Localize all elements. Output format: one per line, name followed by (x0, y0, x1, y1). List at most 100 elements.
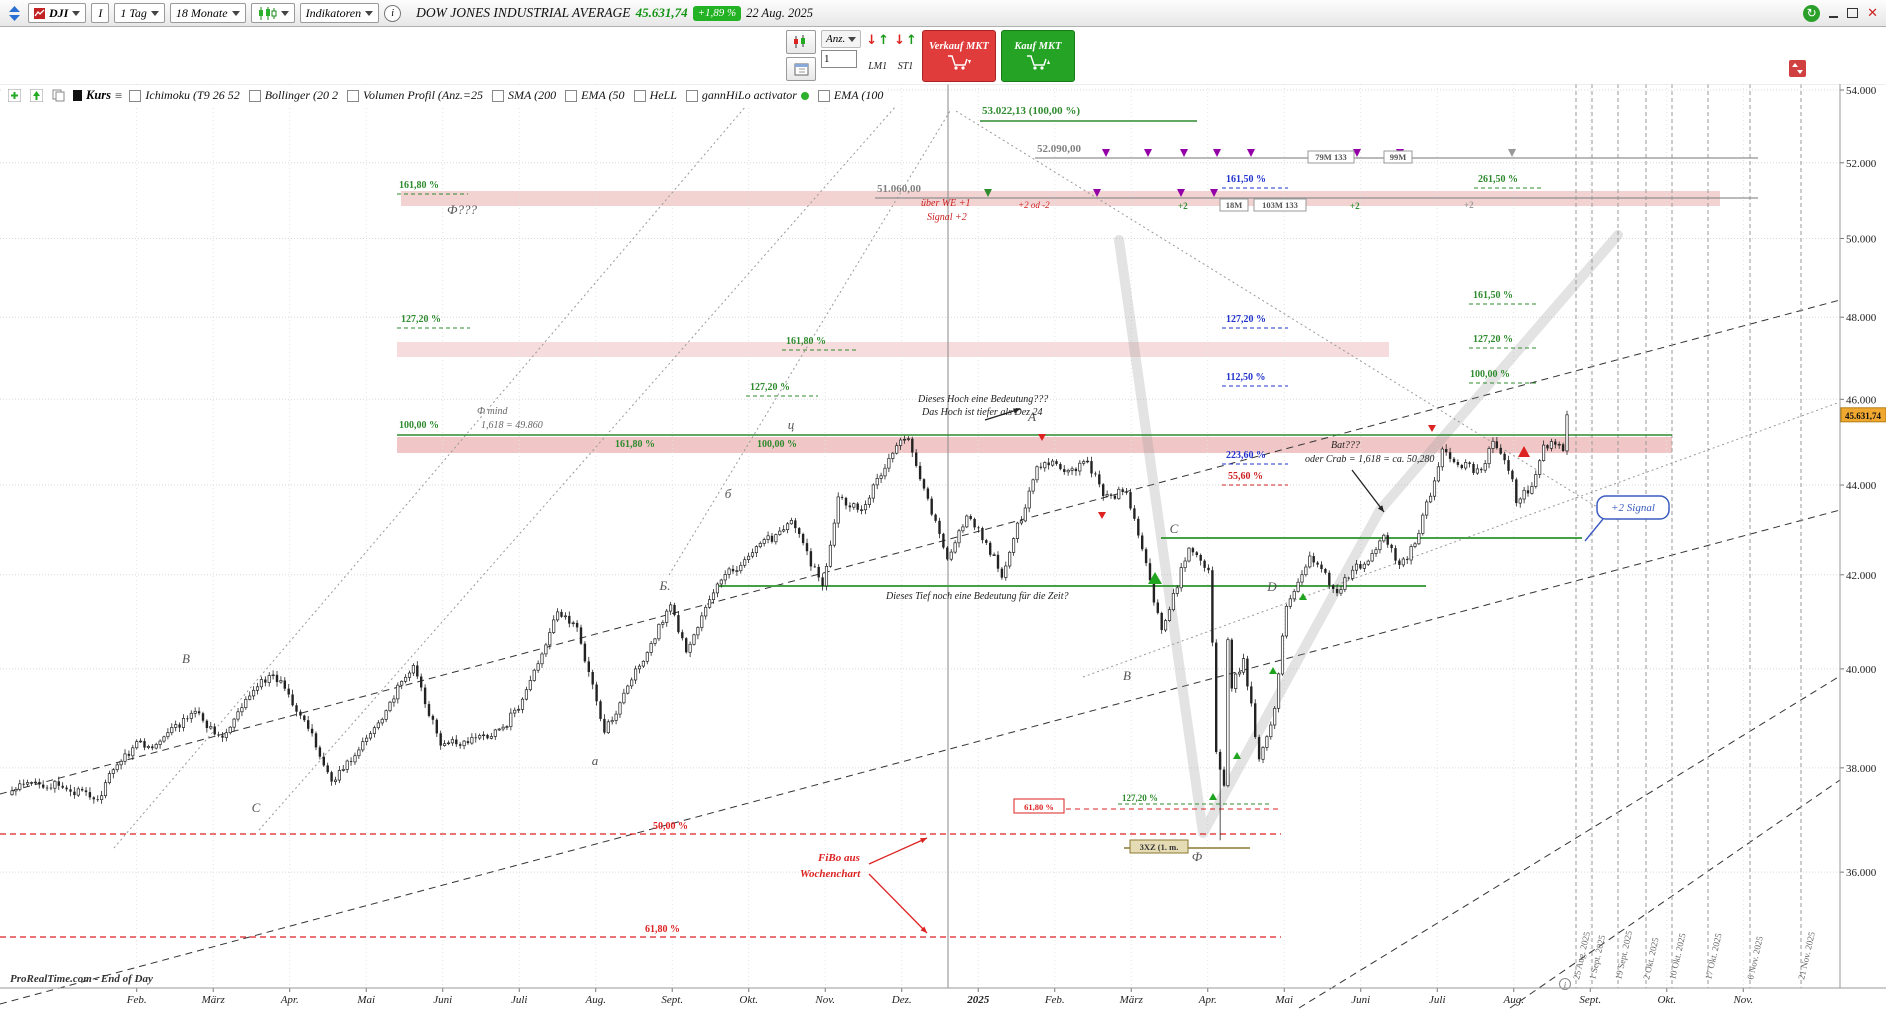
trendline (955, 110, 1619, 521)
calendar-button[interactable] (786, 57, 816, 81)
candle-body (1406, 559, 1409, 560)
trade-chart-button[interactable] (786, 30, 816, 54)
candle-body (181, 718, 186, 728)
candle-body (193, 710, 197, 714)
limit-order-control[interactable]: ↓ ↑ LM1 (866, 34, 889, 72)
price-axis-label: 54.000 (1846, 85, 1877, 97)
candle-body (123, 753, 127, 762)
menu-icon[interactable]: ≡ (115, 87, 123, 103)
scroll-instruments-icon[interactable] (5, 4, 23, 22)
candle-body (875, 478, 879, 486)
candle-body (1487, 448, 1491, 465)
info-icon[interactable] (1559, 978, 1571, 990)
indicator-checkbox[interactable] (492, 89, 505, 102)
stop-order-control[interactable]: ↓ ↑ ST1 (894, 34, 917, 72)
annotation-label: 127,20 % (1226, 314, 1266, 325)
indicator-checkbox[interactable] (565, 89, 578, 102)
candle-body (583, 643, 587, 662)
candle-body (201, 713, 205, 721)
candle-body (1187, 547, 1191, 562)
candle-body (618, 702, 622, 715)
candle-body (368, 733, 373, 739)
candle-body (595, 684, 598, 702)
alert-icon[interactable] (1789, 60, 1806, 77)
indicator-checkbox[interactable] (633, 89, 646, 102)
candle-body (723, 574, 727, 581)
candle-body (1160, 612, 1163, 630)
candle-body (1156, 602, 1159, 613)
close-button[interactable]: ✕ (1867, 5, 1878, 21)
status-dot-icon (800, 91, 809, 100)
candle-body (1362, 563, 1366, 569)
minimize-button[interactable] (1829, 16, 1839, 18)
candle-body (10, 790, 14, 796)
annotation-arrow (868, 873, 928, 934)
candle-body (1102, 484, 1105, 496)
candle-body (1039, 466, 1043, 468)
info-icon[interactable]: i (384, 4, 402, 22)
candle-body (264, 679, 267, 683)
trendline (1082, 401, 1841, 678)
candle-body (852, 503, 856, 508)
candle-body (1456, 462, 1460, 465)
timeframe-dropdown[interactable]: 1 Tag (114, 3, 165, 23)
indicators-dropdown[interactable]: Indikatoren (299, 3, 380, 23)
candle-body (489, 736, 493, 739)
candle-body (1207, 567, 1210, 571)
date-axis-label: Feb. (126, 994, 147, 1006)
charttype-dropdown[interactable] (250, 3, 295, 23)
symbol-dropdown[interactable]: DJI (28, 3, 87, 23)
annotation-label: 55,60 % (1228, 471, 1263, 482)
candle-body (649, 643, 653, 653)
sell-market-button[interactable]: Verkauf MKT (921, 30, 996, 82)
quantity-input[interactable] (821, 50, 857, 68)
candle-body (591, 672, 594, 685)
candle-body (497, 728, 501, 731)
candle-body (61, 785, 64, 788)
range-dropdown[interactable]: 18 Monate (169, 3, 246, 23)
candle-body (1292, 591, 1296, 600)
candle-body (1554, 441, 1557, 445)
candle-body (146, 746, 150, 748)
price-series-item[interactable]: Kurs ≡ (73, 88, 122, 103)
indicator-checkbox[interactable] (817, 89, 830, 102)
candle-body (1222, 769, 1226, 786)
candle-body (107, 773, 111, 784)
candle-body (1417, 533, 1421, 545)
candle-body (29, 782, 34, 784)
indicator-checkbox[interactable] (685, 89, 698, 102)
period-marker-triangle (1177, 189, 1185, 197)
refresh-icon[interactable]: ↻ (1803, 4, 1821, 22)
candle-body (326, 765, 329, 773)
buy-marker-icon (1209, 793, 1217, 800)
indicator-checkbox[interactable] (129, 89, 142, 102)
candle-body (92, 797, 95, 800)
duplicate-icon[interactable] (51, 88, 66, 103)
candle-body (1175, 587, 1179, 594)
candle-body (1432, 480, 1437, 497)
indicator-checkbox[interactable] (347, 89, 360, 102)
period-marker-triangle (1353, 149, 1361, 157)
candle-body (1019, 520, 1023, 524)
candle-body (824, 566, 829, 587)
export-icon[interactable] (29, 88, 44, 103)
candle-body (291, 694, 294, 706)
quantity-dropdown[interactable]: Anz. (821, 30, 862, 48)
annotation-arrowhead (920, 926, 927, 933)
maximize-button[interactable] (1847, 8, 1859, 18)
candle-body (1507, 460, 1510, 471)
boxed-label (1383, 150, 1413, 164)
candle-body (1183, 560, 1187, 569)
caret-down-icon (365, 10, 374, 16)
candle-body (1429, 495, 1433, 503)
indicator-checkbox[interactable] (248, 89, 261, 102)
candle-body (1241, 658, 1246, 673)
candle-body (100, 795, 104, 800)
candle-body (782, 529, 786, 532)
buy-market-button[interactable]: Kauf MKT (1000, 30, 1075, 82)
candle-body (563, 615, 567, 618)
intraday-toggle-button[interactable]: I (91, 3, 110, 23)
add-icon[interactable] (7, 88, 22, 103)
date-axis-label: Aug. (584, 994, 605, 1006)
